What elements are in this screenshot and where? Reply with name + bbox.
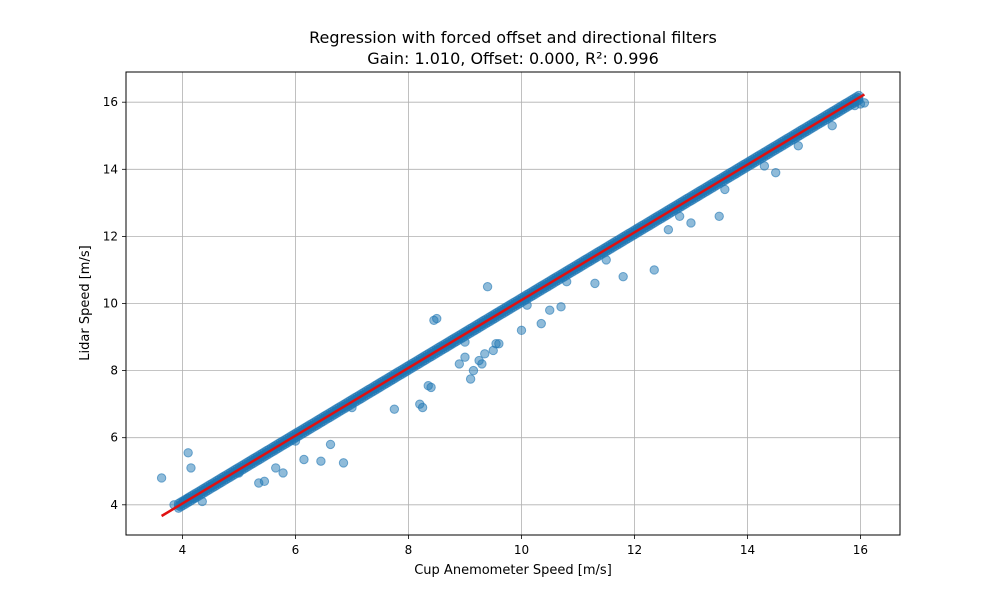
scatter-point [663, 224, 674, 235]
scatter-point [186, 463, 196, 473]
scatter-point [389, 404, 400, 414]
scatter-point [482, 282, 493, 292]
scatter-point [338, 458, 349, 468]
scatter-point [494, 339, 504, 349]
scatter-point [271, 463, 281, 473]
y-axis-label: Lidar Speed [m/s] [78, 245, 93, 360]
scatter-point [316, 456, 326, 466]
chart-subtitle: Gain: 1.010, Offset: 0.000, R²: 0.996 [367, 49, 659, 68]
scatter-point [417, 402, 428, 413]
scatter-point [460, 352, 470, 362]
scatter-point [545, 305, 555, 315]
y-tick-label: 16 [103, 95, 118, 109]
scatter-point [480, 349, 490, 359]
x-tick-label: 4 [179, 543, 187, 557]
scatter-point [771, 167, 781, 178]
y-tick-label: 6 [110, 431, 118, 445]
scatter-point [454, 359, 465, 369]
scatter-point [432, 313, 442, 324]
y-tick-label: 4 [110, 498, 118, 512]
y-tick-label: 12 [103, 229, 118, 243]
scatter-point [686, 218, 696, 228]
x-tick-label: 12 [627, 543, 642, 557]
scatter-point [618, 271, 628, 282]
scatter-point [299, 454, 309, 465]
scatter-point [556, 302, 566, 312]
grid [126, 72, 900, 535]
x-tick-label: 16 [853, 543, 868, 557]
x-tick-label: 8 [405, 543, 413, 557]
scatter-point [278, 468, 288, 478]
x-axis-label: Cup Anemometer Speed [m/s] [414, 563, 612, 578]
scatter-point [465, 374, 476, 384]
scatter-point [468, 365, 479, 376]
y-tick-label: 10 [103, 297, 118, 311]
scatter-point [259, 476, 270, 487]
scatter-points [156, 90, 870, 513]
scatter-point [516, 325, 527, 336]
scatter-point [536, 318, 546, 329]
scatter-point [183, 448, 193, 458]
x-tick-label: 14 [740, 543, 755, 557]
y-tick-label: 14 [103, 162, 118, 176]
scatter-point [714, 211, 724, 221]
scatter-point [156, 473, 167, 483]
scatter-point [325, 439, 336, 450]
scatter-point [426, 382, 436, 393]
x-tick-label: 6 [292, 543, 300, 557]
axis-ticks: 4 6 8 10 12 14 16 4 6 8 10 12 14 16 [103, 95, 868, 557]
scatter-point [649, 265, 659, 275]
fit-line-group [160, 93, 866, 518]
scatter-point [590, 278, 600, 289]
chart-title: Regression with forced offset and direct… [309, 28, 717, 47]
regression-line [160, 93, 866, 518]
y-tick-label: 8 [110, 364, 118, 378]
x-tick-label: 10 [514, 543, 529, 557]
scatter-point [477, 359, 487, 369]
